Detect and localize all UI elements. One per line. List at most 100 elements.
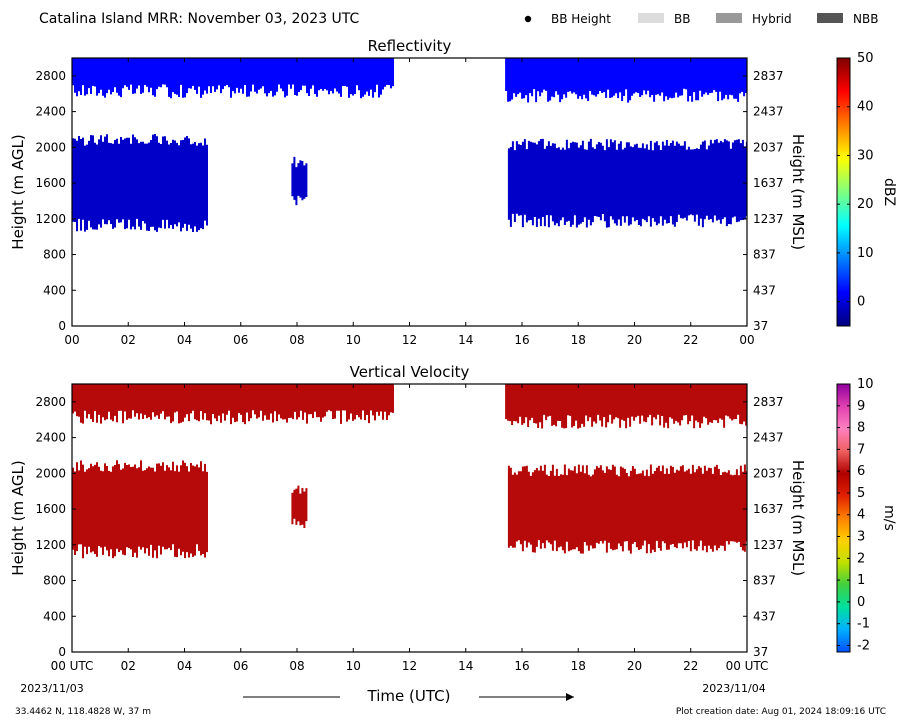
colorbar-tick-label-velocity: 10: [857, 377, 874, 392]
colorbar-tick-label-reflectivity: 30: [857, 148, 874, 163]
y-tick-right-label-velocity: 2437: [753, 431, 784, 445]
x-tick-label-reflectivity: 12: [402, 333, 417, 347]
data-region-velocity-0: [72, 384, 394, 425]
y-tick-label-velocity: 400: [43, 609, 66, 623]
x-tick-label-velocity: 16: [514, 659, 529, 673]
colorbar-tick-label-reflectivity: 0: [857, 295, 865, 310]
figure-title: Catalina Island MRR: November 03, 2023 U…: [39, 11, 360, 27]
y-tick-label-velocity: 800: [43, 574, 66, 588]
x-tick-label-reflectivity: 16: [514, 333, 529, 347]
x-tick-label-velocity: 04: [177, 659, 192, 673]
data-region-reflectivity-4: [507, 138, 747, 228]
y-tick-label-velocity: 2000: [35, 466, 66, 480]
y-tick-label-reflectivity: 0: [58, 319, 66, 333]
colorbar-tick-label-velocity: 7: [857, 442, 865, 457]
legend-label-nbb: NBB: [853, 12, 878, 26]
y-tick-right-label-velocity: 2037: [753, 466, 784, 480]
x-tick-label-velocity: 08: [289, 659, 304, 673]
x-tick-label-velocity: 12: [402, 659, 417, 673]
x-tick-label-reflectivity: 18: [571, 333, 586, 347]
legend-label-bb: BB: [674, 12, 690, 26]
x-tick-label-reflectivity: 00: [64, 333, 79, 347]
y-tick-label-reflectivity: 2800: [35, 69, 66, 83]
colorbar-tick-label-velocity: 0: [857, 595, 865, 610]
data-region-velocity-1: [505, 384, 747, 429]
y-tick-label-reflectivity: 1200: [35, 212, 66, 226]
legend-swatch-hybrid: [716, 13, 742, 23]
y-tick-label-reflectivity: 1600: [35, 176, 66, 190]
colorbar-tick-label-reflectivity: 10: [857, 246, 874, 261]
x-axis-label: Time (UTC): [367, 687, 451, 705]
legend-swatch-nbb: [817, 13, 843, 23]
colorbar-tick-label-velocity: 5: [857, 486, 865, 501]
legend-label-hybrid: Hybrid: [752, 12, 792, 26]
y-tick-label-velocity: 1200: [35, 538, 66, 552]
plot-title-reflectivity: Reflectivity: [368, 37, 452, 55]
x-tick-label-velocity: 10: [346, 659, 361, 673]
data-region-reflectivity-3: [291, 156, 308, 206]
y-tick-right-label-reflectivity: 837: [753, 248, 776, 262]
y-tick-right-label-velocity: 2837: [753, 395, 784, 409]
x-tick-label-velocity: 06: [233, 659, 248, 673]
y-tick-label-reflectivity: 2400: [35, 105, 66, 119]
end-date: 2023/11/04: [702, 682, 765, 695]
y-axis-label-velocity: Height (m AGL): [9, 460, 27, 575]
colorbar-tick-label-velocity: 1: [857, 573, 865, 588]
y-tick-right-label-reflectivity: 37: [753, 319, 768, 333]
y-tick-right-label-velocity: 1237: [753, 538, 784, 552]
y-tick-right-label-velocity: 37: [753, 645, 768, 659]
x-tick-label-reflectivity: 08: [289, 333, 304, 347]
x-tick-label-velocity: 20: [627, 659, 642, 673]
location-text: 33.4462 N, 118.4828 W, 37 m: [15, 707, 151, 717]
y-tick-right-label-velocity: 1637: [753, 502, 784, 516]
y-tick-label-reflectivity: 2000: [35, 140, 66, 154]
x-tick-label-reflectivity: 02: [121, 333, 136, 347]
colorbar-label-velocity: m/s: [881, 505, 897, 531]
data-region-velocity-4: [507, 464, 747, 554]
colorbar-tick-label-reflectivity: 40: [857, 100, 874, 115]
x-tick-label-reflectivity: 14: [458, 333, 473, 347]
plot-title-velocity: Vertical Velocity: [350, 363, 470, 381]
data-region-reflectivity-1: [505, 58, 747, 103]
colorbar-tick-label-velocity: 4: [857, 508, 865, 523]
colorbar-tick-label-velocity: 3: [857, 530, 865, 545]
data-region-velocity-3: [291, 485, 308, 528]
x-tick-label-reflectivity: 22: [683, 333, 698, 347]
data-region-reflectivity-0: [72, 58, 394, 99]
x-tick-label-reflectivity: 04: [177, 333, 192, 347]
legend-label-bb-height: BB Height: [551, 12, 611, 26]
y-tick-right-label-velocity: 837: [753, 574, 776, 588]
colorbar-reflectivity: [836, 57, 851, 327]
bb-legend: BB Height BB Hybrid NBB: [524, 12, 878, 26]
y-axis-label-right-reflectivity: Height (m MSL): [789, 134, 807, 250]
colorbar-tick-label-velocity: 2: [857, 551, 865, 566]
x-tick-label-reflectivity: 00: [739, 333, 754, 347]
start-date: 2023/11/03: [20, 682, 83, 695]
colorbar-tick-label-velocity: 6: [857, 464, 865, 479]
y-tick-right-label-velocity: 437: [753, 609, 776, 623]
x-tick-label-velocity: 22: [683, 659, 698, 673]
y-tick-right-label-reflectivity: 1237: [753, 212, 784, 226]
plot-data-velocity: [72, 384, 747, 559]
x-tick-label-velocity: 02: [121, 659, 136, 673]
y-tick-right-label-reflectivity: 2037: [753, 140, 784, 154]
x-tick-label-velocity: 14: [458, 659, 473, 673]
y-tick-right-label-reflectivity: 437: [753, 283, 776, 297]
y-tick-right-label-reflectivity: 2437: [753, 105, 784, 119]
y-tick-label-velocity: 1600: [35, 502, 66, 516]
legend-marker-bb-height: [524, 15, 532, 23]
xlabel-arrow-head: [566, 693, 574, 701]
y-tick-label-reflectivity: 400: [43, 283, 66, 297]
colorbar-velocity: [836, 383, 851, 653]
creation-date-text: Plot creation date: Aug 01, 2024 18:09:1…: [676, 707, 886, 717]
data-region-velocity-2: [72, 460, 208, 559]
x-tick-label-reflectivity: 06: [233, 333, 248, 347]
colorbar-tick-label-reflectivity: 20: [857, 197, 874, 212]
plot-data-reflectivity: [72, 58, 747, 232]
y-tick-label-reflectivity: 800: [43, 248, 66, 262]
x-tick-label-reflectivity: 10: [346, 333, 361, 347]
colorbar-tick-label-reflectivity: 50: [857, 51, 874, 66]
colorbar-tick-label-velocity: -1: [857, 617, 870, 632]
